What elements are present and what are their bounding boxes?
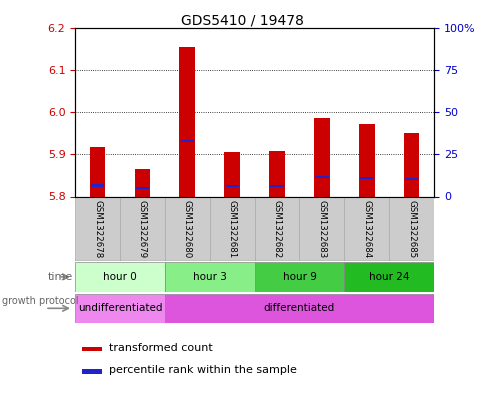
Text: GDS5410 / 19478: GDS5410 / 19478 (181, 14, 303, 28)
Bar (120, 196, 165, 261)
Bar (344, 262, 433, 292)
Bar (165, 294, 433, 323)
Bar (135, 169, 150, 196)
Bar (315, 176, 328, 178)
Text: hour 0: hour 0 (103, 272, 136, 282)
Text: GSM1322680: GSM1322680 (182, 200, 192, 258)
Bar (270, 185, 283, 187)
Bar (75, 294, 165, 323)
Text: GSM1322678: GSM1322678 (93, 200, 102, 258)
Bar (90, 147, 105, 196)
Text: GSM1322685: GSM1322685 (406, 200, 415, 258)
Text: differentiated: differentiated (263, 303, 334, 313)
Bar (180, 140, 194, 142)
Bar (314, 118, 329, 196)
Bar (224, 152, 240, 196)
Bar (209, 196, 254, 261)
Bar (299, 196, 344, 261)
Text: undifferentiated: undifferentiated (77, 303, 162, 313)
Bar (358, 124, 374, 196)
Text: GSM1322681: GSM1322681 (227, 200, 236, 258)
Bar (82, 369, 102, 374)
Text: hour 24: hour 24 (368, 272, 408, 282)
Bar (179, 46, 195, 196)
Text: GSM1322683: GSM1322683 (317, 200, 326, 258)
Text: percentile rank within the sample: percentile rank within the sample (109, 365, 297, 375)
Bar (359, 177, 373, 179)
Bar (269, 151, 284, 196)
Bar (254, 196, 299, 261)
Bar (136, 187, 149, 189)
Bar (254, 262, 344, 292)
Bar (404, 178, 418, 180)
Bar (165, 196, 209, 261)
Text: growth protocol: growth protocol (1, 296, 78, 306)
Text: GSM1322684: GSM1322684 (362, 200, 371, 258)
Bar (165, 262, 254, 292)
Text: hour 9: hour 9 (282, 272, 316, 282)
Bar (225, 185, 239, 187)
Bar (403, 133, 419, 196)
Text: GSM1322682: GSM1322682 (272, 200, 281, 258)
Bar (388, 196, 433, 261)
Text: hour 3: hour 3 (193, 272, 226, 282)
Text: time: time (47, 272, 73, 282)
Bar (75, 196, 120, 261)
Bar (82, 347, 102, 351)
Bar (91, 184, 104, 187)
Bar (344, 196, 388, 261)
Text: GSM1322679: GSM1322679 (137, 200, 147, 258)
Bar (75, 262, 165, 292)
Text: transformed count: transformed count (109, 343, 212, 353)
